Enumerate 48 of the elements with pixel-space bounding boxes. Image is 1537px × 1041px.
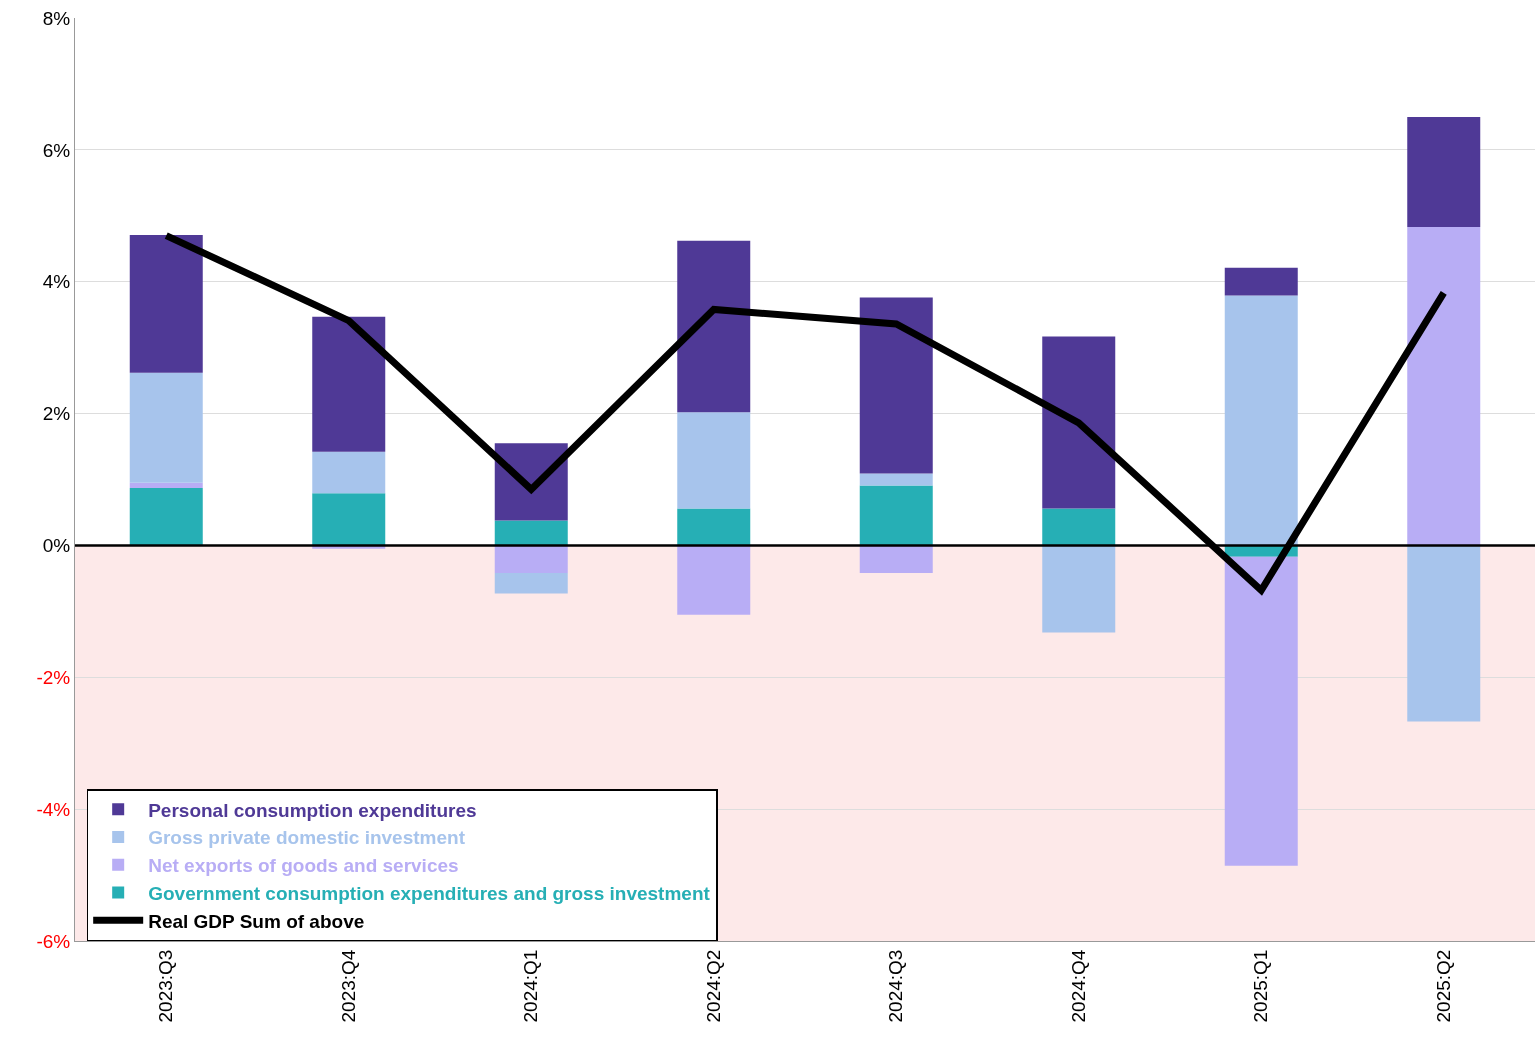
y-tick-label: 0%: [42, 535, 71, 557]
bar: [1407, 116, 1481, 227]
bar: [494, 520, 568, 546]
x-tick-label: 2024:Q4: [1067, 949, 1089, 1023]
bar: [129, 488, 203, 546]
bar: [859, 473, 933, 486]
x-tick-label: 2024:Q2: [702, 949, 724, 1023]
bar: [677, 240, 751, 413]
y-tick-label: 8%: [42, 7, 71, 29]
legend-label: Government consumption expenditures and gross investment: [148, 882, 711, 904]
bar: [1224, 267, 1298, 296]
x-tick-label: 2025:Q1: [1250, 949, 1272, 1023]
bar: [1407, 545, 1481, 722]
bar: [494, 573, 568, 594]
bar: [859, 297, 933, 474]
bar: [1224, 295, 1298, 546]
x-tick-label: 2024:Q3: [885, 949, 907, 1023]
bar: [1042, 336, 1116, 509]
legend-label: Net exports of goods and services: [148, 855, 459, 877]
x-tick-label: 2023:Q4: [337, 949, 359, 1023]
bar: [1407, 226, 1481, 546]
bar: [129, 372, 203, 483]
x-tick-label: 2025:Q2: [1432, 949, 1454, 1023]
bar: [859, 485, 933, 546]
y-tick-label: 6%: [42, 139, 71, 161]
bar: [677, 412, 751, 509]
bar: [677, 508, 751, 546]
legend-label: Gross private domestic investment: [148, 827, 466, 849]
y-tick-label: -6%: [36, 930, 71, 952]
x-tick-label: 2024:Q1: [520, 949, 542, 1023]
bar: [494, 545, 568, 574]
bar: [129, 234, 203, 373]
bar: [677, 545, 751, 615]
y-tick-label: 4%: [42, 271, 71, 293]
y-tick-label: -2%: [36, 666, 71, 688]
bar: [1042, 508, 1116, 546]
y-tick-label: -4%: [36, 798, 71, 820]
bar: [129, 482, 203, 489]
legend-label: Personal consumption expenditures: [148, 799, 477, 821]
bar: [312, 493, 386, 546]
bar: [859, 545, 933, 574]
x-tick-label: 2023:Q3: [155, 949, 177, 1023]
bar: [1042, 545, 1116, 633]
legend-label: Real GDP Sum of above: [148, 910, 365, 932]
bar: [312, 451, 386, 494]
bar: [1224, 556, 1298, 866]
bar: [312, 316, 386, 452]
y-tick-label: 2%: [42, 403, 71, 425]
